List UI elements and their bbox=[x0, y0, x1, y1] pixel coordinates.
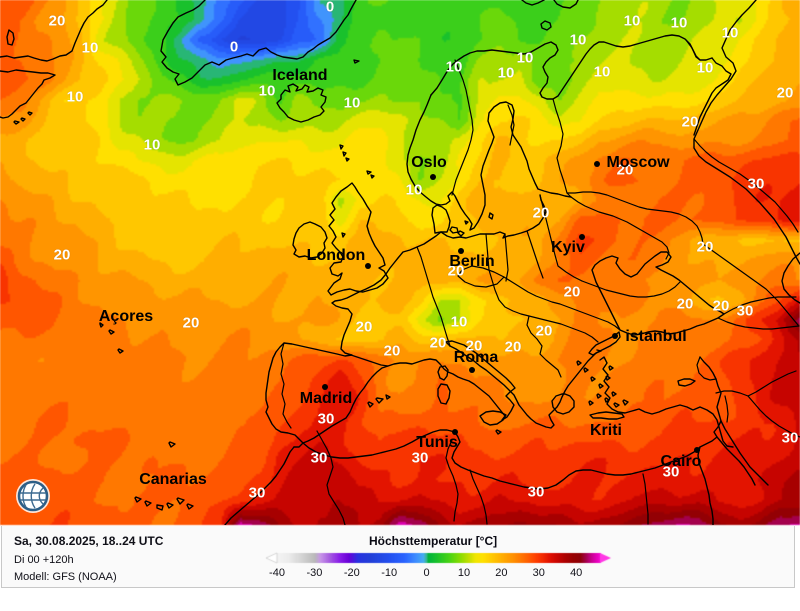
bottom-margin bbox=[0, 588, 800, 611]
